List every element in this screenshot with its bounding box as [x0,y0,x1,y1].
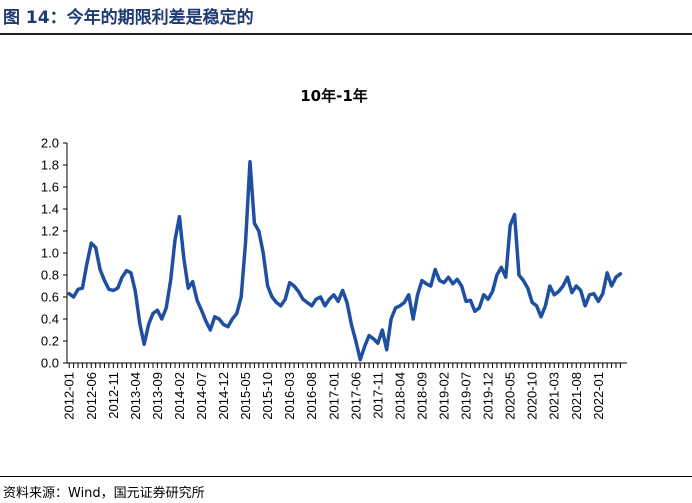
figure-title: 图 14：今年的期限利差是稳定的 [3,8,254,28]
x-tick-label: 2017-06 [348,372,363,420]
y-tick-label: 0.4 [41,312,59,327]
x-tick-label: 2016-03 [282,372,297,420]
x-tick-label: 2013-09 [150,372,165,420]
x-tick-label: 2014-07 [194,372,209,420]
x-tick-label: 2012-01 [62,372,77,420]
x-tick-label: 2014-12 [216,372,231,420]
x-tick-label: 2017-11 [370,372,385,419]
x-tick-label: 2021-08 [569,372,584,420]
chart-title: 10年-1年 [300,87,368,105]
y-tick-label: 1.6 [41,180,59,195]
y-tick-label: 1.4 [41,202,59,217]
x-tick-label: 2012-11 [106,372,121,419]
y-tick-label: 0.2 [41,334,59,349]
x-tick-label: 2017-01 [326,372,341,420]
x-tick-label: 2018-04 [392,372,407,420]
y-tick-label: 2.0 [41,136,59,151]
x-tick-label: 2015-10 [260,372,275,420]
x-tick-label: 2019-02 [437,372,452,420]
x-tick-label: 2013-04 [128,372,143,420]
y-tick-label: 1.2 [41,224,59,239]
x-tick-label: 2014-02 [172,372,187,420]
top-divider [0,33,692,35]
x-tick-label: 2012-06 [84,372,99,420]
y-tick-label: 1.8 [41,158,59,173]
y-tick-label: 0.6 [41,290,59,305]
x-tick-label: 2022-01 [591,372,606,420]
plot-area [67,159,623,362]
axes: 0.0 0.2 0.4 0.6 0.8 1.0 1.2 1.4 1.6 1.8 2.0 2012-01… [41,136,627,420]
y-tick-label: 1.0 [41,246,59,261]
bottom-divider [0,476,692,477]
x-tick-label: 2020-10 [525,372,540,420]
x-tick-label: 2019-12 [481,372,496,420]
series-line [67,159,623,362]
source-note: 资料来源：Wind，国元证券研究所 [3,486,205,501]
x-tick-label: 2015-05 [238,372,253,420]
x-tick-label: 2016-08 [304,372,319,420]
y-tick-label: 0.0 [41,356,59,371]
x-tick-label: 2020-05 [503,372,518,420]
x-tick-label: 2019-07 [459,372,474,420]
line-chart: 10年-1年 0.0 0.2 0.4 0.6 0.8 1.0 1.2 1.4 1.6 1.8 2.0… [41,87,627,420]
x-tick-label: 2021-03 [547,372,562,420]
y-tick-label: 0.8 [41,268,59,283]
x-tick-label: 2018-09 [414,372,429,420]
